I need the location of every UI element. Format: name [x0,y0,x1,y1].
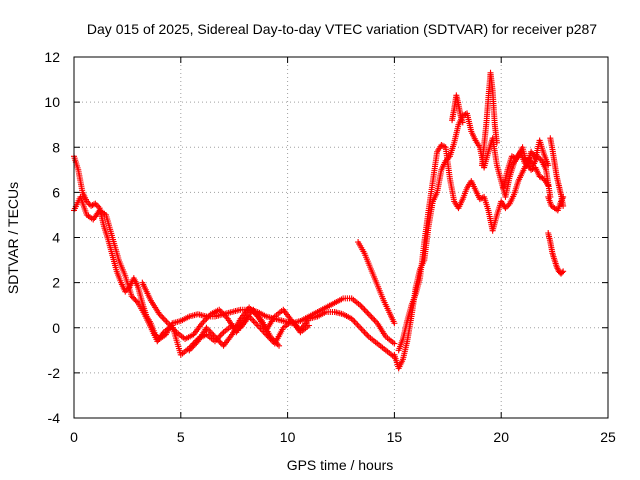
data-point [355,323,362,330]
data-point [352,320,359,327]
x-tick-label: 10 [280,429,296,445]
y-tick-label: 10 [44,94,60,110]
x-tick-label: 15 [387,429,403,445]
x-tick-label: 0 [70,429,78,445]
data-point [163,318,170,325]
data-point [367,312,374,319]
data-point [493,139,500,146]
data-point [128,293,135,300]
y-tick-label: -4 [48,410,61,426]
y-tick-label: 0 [52,320,60,336]
x-tick-label: 5 [177,429,185,445]
data-point [560,202,567,209]
y-tick-label: 6 [52,184,60,200]
data-point [217,339,224,346]
data-point [249,316,255,323]
y-tick-label: 2 [52,275,60,291]
data-point [365,311,372,318]
x-tick-label: 20 [493,429,509,445]
data-point [364,332,371,339]
data-point [305,322,312,329]
data-point [250,317,257,324]
plot-frame [73,56,609,419]
data-point [357,324,364,331]
data-point [133,298,140,305]
data-point [391,320,398,327]
data-point [559,269,566,276]
data-point [368,314,375,321]
data-point [219,330,226,337]
data-point [206,327,213,334]
data-point [360,327,367,334]
data-point [354,321,361,328]
data-point [214,336,221,343]
data-point [459,119,466,126]
data-point [132,297,139,304]
data-point [216,338,223,345]
data-point [545,162,552,169]
data-point [364,309,371,316]
x-tick-label: 25 [600,429,616,445]
data-points [71,69,567,372]
data-point [276,342,283,349]
data-point [391,340,398,347]
data-point [361,329,368,336]
y-tick-label: 12 [44,49,60,65]
data-point [131,295,138,302]
data-point [362,330,369,337]
y-axis-label: SDTVAR / TECUs [5,182,21,294]
data-point [358,326,365,333]
data-point [217,332,224,339]
y-tick-label: 4 [52,230,60,246]
data-point [358,303,365,310]
grid-lines [74,57,608,418]
data-point [360,305,367,312]
data-point [361,306,368,313]
data-point [90,201,97,208]
data-point [129,294,136,301]
data-point [162,317,169,324]
data-point [93,202,100,209]
data-point [371,317,378,324]
y-tick-label: -2 [48,365,61,381]
data-point [159,314,166,321]
data-point [351,318,358,325]
x-axis-label: GPS time / hours [287,457,394,473]
data-point [370,315,377,322]
chart-title: Day 015 of 2025, Sidereal Day-to-day VTE… [87,21,597,37]
data-point [160,315,167,322]
data-point [560,268,567,275]
axis-ticks: 0 5 10 15 20 25 -4 -2 0 2 4 6 8 10 12 [44,49,616,445]
y-tick-label: 8 [52,139,60,155]
data-point [362,308,369,315]
